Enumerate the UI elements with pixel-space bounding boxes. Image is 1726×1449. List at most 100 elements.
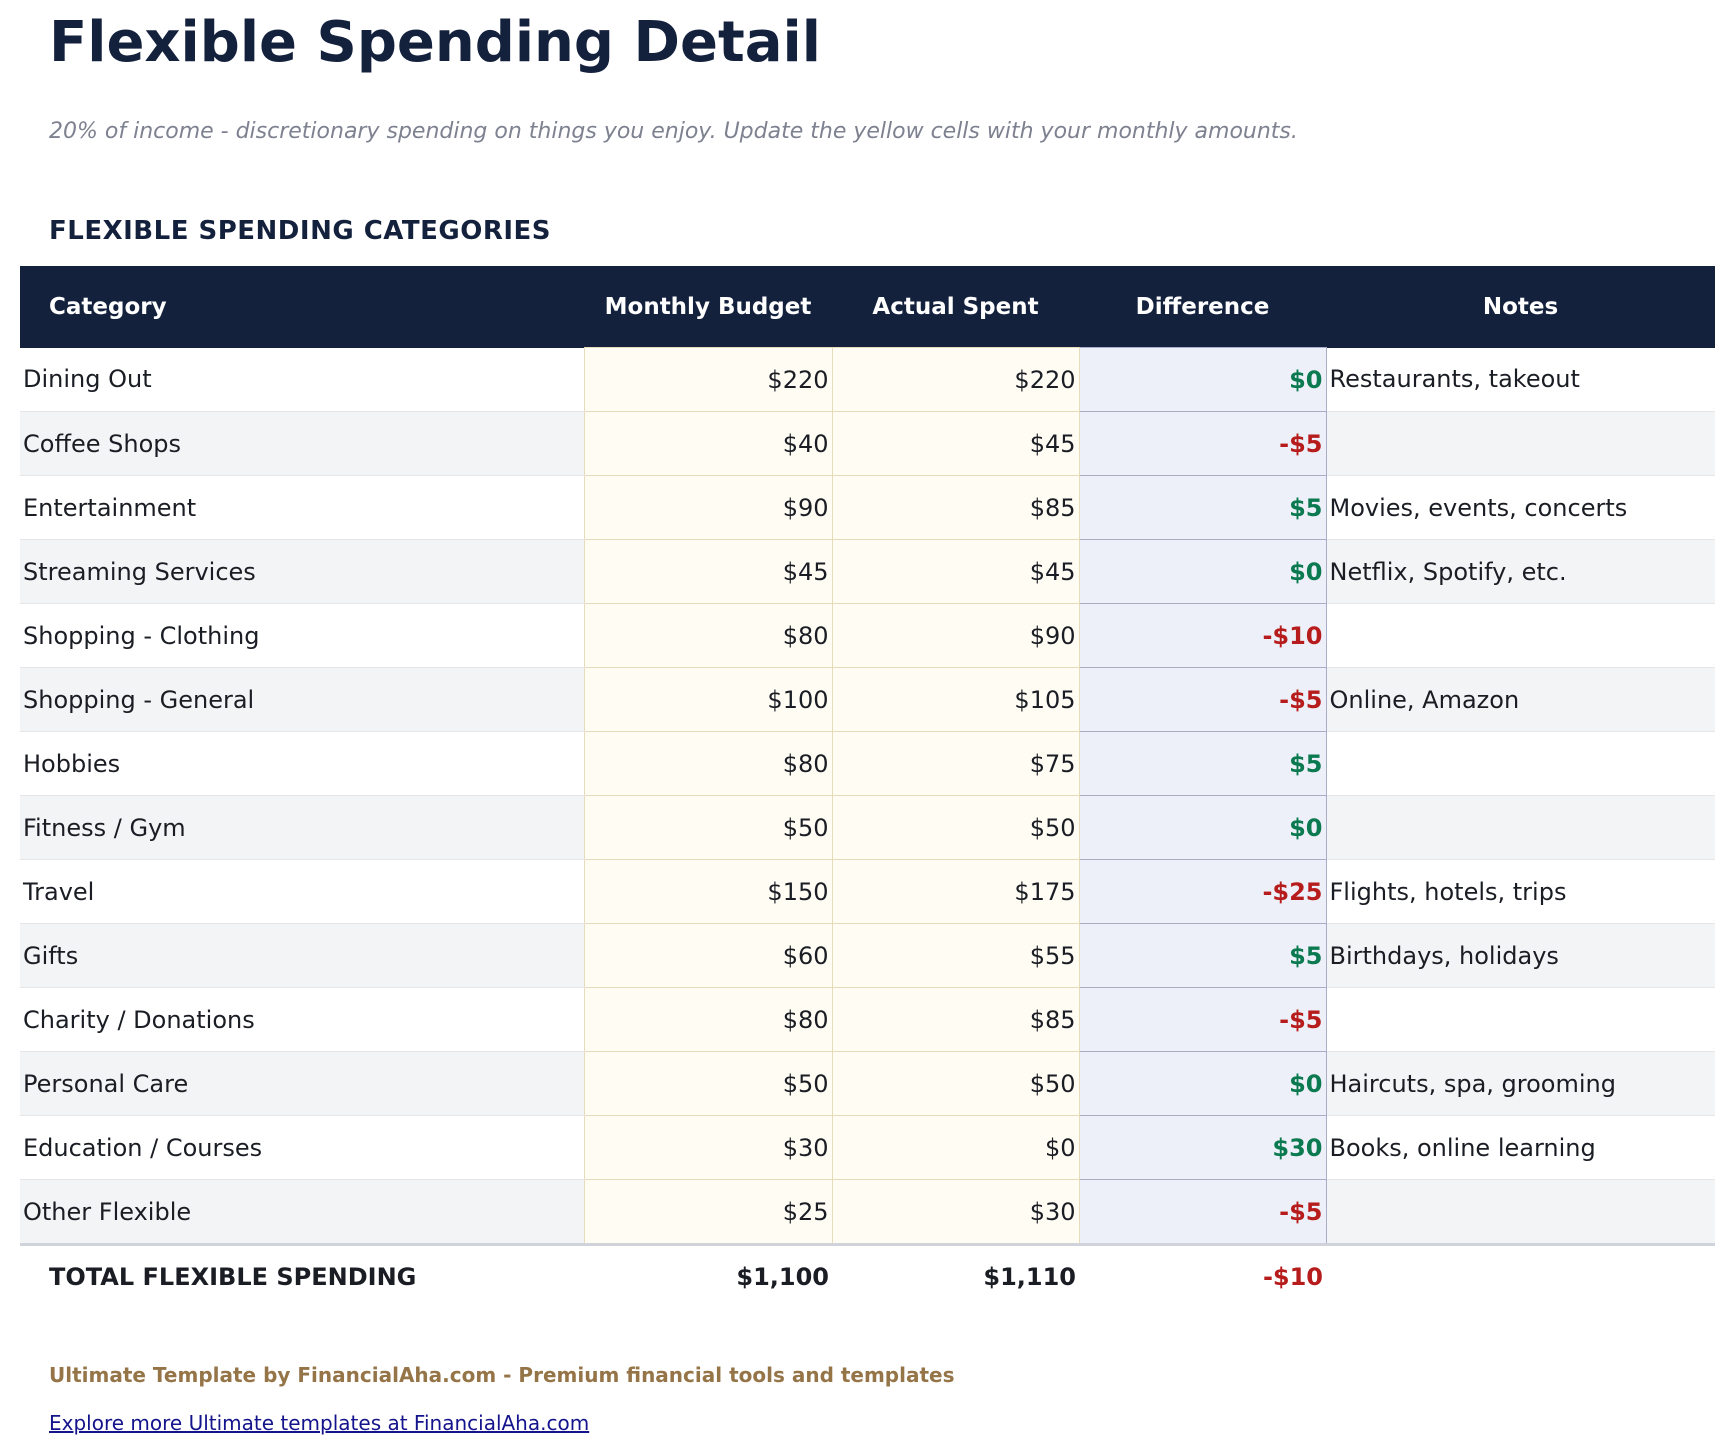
- notes-cell[interactable]: [1326, 603, 1715, 668]
- category-cell: Travel: [20, 859, 584, 924]
- difference-cell: -$5: [1078, 411, 1327, 476]
- category-cell: Charity / Donations: [20, 987, 584, 1052]
- actual-input-cell[interactable]: $105: [831, 667, 1080, 732]
- difference-cell: $0: [1078, 795, 1327, 860]
- budget-input-cell[interactable]: $25: [583, 1179, 833, 1245]
- table-row: Shopping - General $100 $105 -$5 Online, Ama…: [20, 667, 1715, 732]
- category-cell: Gifts: [20, 923, 584, 988]
- header-budget: Monthly Budget: [584, 266, 832, 348]
- notes-cell[interactable]: [1326, 795, 1715, 860]
- difference-cell: $30: [1078, 1115, 1327, 1180]
- budget-input-cell[interactable]: $100: [583, 667, 833, 732]
- header-category: Category: [20, 266, 584, 348]
- page-subtitle: 20% of income - discretionary spending o…: [49, 119, 1298, 144]
- category-cell: Fitness / Gym: [20, 795, 584, 860]
- spending-table: Category Monthly Budget Actual Spent Dif…: [20, 266, 1715, 1308]
- difference-cell: $5: [1078, 923, 1327, 988]
- actual-input-cell[interactable]: $45: [831, 539, 1080, 604]
- difference-cell: -$10: [1078, 603, 1327, 668]
- actual-input-cell[interactable]: $85: [831, 475, 1080, 540]
- actual-input-cell[interactable]: $90: [831, 603, 1080, 668]
- actual-input-cell[interactable]: $175: [831, 859, 1080, 924]
- total-budget: $1,100: [584, 1243, 832, 1308]
- header-notes: Notes: [1326, 266, 1715, 348]
- category-cell: Personal Care: [20, 1051, 584, 1116]
- page-title: Flexible Spending Detail: [49, 10, 821, 75]
- budget-input-cell[interactable]: $80: [583, 987, 833, 1052]
- notes-cell[interactable]: Movies, events, concerts: [1326, 475, 1715, 540]
- table-header-row: Category Monthly Budget Actual Spent Dif…: [20, 266, 1715, 348]
- notes-cell[interactable]: Books, online learning: [1326, 1115, 1715, 1180]
- actual-input-cell[interactable]: $0: [831, 1115, 1080, 1180]
- actual-input-cell[interactable]: $75: [831, 731, 1080, 796]
- notes-cell[interactable]: Restaurants, takeout: [1326, 347, 1715, 412]
- difference-cell: $0: [1078, 539, 1327, 604]
- table-row: Hobbies $80 $75 $5: [20, 731, 1715, 796]
- notes-cell[interactable]: Birthdays, holidays: [1326, 923, 1715, 988]
- category-cell: Hobbies: [20, 731, 584, 796]
- difference-cell: -$5: [1078, 987, 1327, 1052]
- notes-cell[interactable]: [1326, 411, 1715, 476]
- budget-input-cell[interactable]: $40: [583, 411, 833, 476]
- category-cell: Other Flexible: [20, 1179, 584, 1245]
- actual-input-cell[interactable]: $30: [831, 1179, 1080, 1245]
- notes-cell[interactable]: Flights, hotels, trips: [1326, 859, 1715, 924]
- notes-cell[interactable]: Netflix, Spotify, etc.: [1326, 539, 1715, 604]
- difference-cell: -$5: [1078, 1179, 1327, 1245]
- category-cell: Dining Out: [20, 347, 584, 412]
- total-difference: -$10: [1079, 1243, 1326, 1308]
- table-row: Entertainment $90 $85 $5 Movies, events, con…: [20, 475, 1715, 540]
- actual-input-cell[interactable]: $45: [831, 411, 1080, 476]
- difference-cell: $0: [1078, 347, 1327, 412]
- budget-input-cell[interactable]: $80: [583, 603, 833, 668]
- budget-input-cell[interactable]: $90: [583, 475, 833, 540]
- actual-input-cell[interactable]: $85: [831, 987, 1080, 1052]
- table-row: Education / Courses $30 $0 $30 Books, online…: [20, 1115, 1715, 1180]
- category-cell: Streaming Services: [20, 539, 584, 604]
- table-row: Dining Out $220 $220 $0 Restaurants, takeout: [20, 347, 1715, 412]
- notes-cell[interactable]: Haircuts, spa, grooming: [1326, 1051, 1715, 1116]
- notes-cell[interactable]: [1326, 731, 1715, 796]
- category-cell: Coffee Shops: [20, 411, 584, 476]
- table-row: Other Flexible $25 $30 -$5: [20, 1179, 1715, 1245]
- total-label: TOTAL FLEXIBLE SPENDING: [20, 1243, 584, 1308]
- budget-input-cell[interactable]: $45: [583, 539, 833, 604]
- budget-input-cell[interactable]: $50: [583, 795, 833, 860]
- table-row: Charity / Donations $80 $85 -$5: [20, 987, 1715, 1052]
- header-actual: Actual Spent: [832, 266, 1079, 348]
- section-title: FLEXIBLE SPENDING CATEGORIES: [49, 216, 552, 246]
- actual-input-cell[interactable]: $50: [831, 1051, 1080, 1116]
- notes-cell[interactable]: Online, Amazon: [1326, 667, 1715, 732]
- budget-input-cell[interactable]: $50: [583, 1051, 833, 1116]
- budget-input-cell[interactable]: $150: [583, 859, 833, 924]
- category-cell: Education / Courses: [20, 1115, 584, 1180]
- difference-cell: -$25: [1078, 859, 1327, 924]
- budget-input-cell[interactable]: $80: [583, 731, 833, 796]
- budget-input-cell[interactable]: $60: [583, 923, 833, 988]
- budget-input-cell[interactable]: $220: [583, 347, 833, 412]
- total-actual: $1,110: [832, 1243, 1079, 1308]
- category-cell: Shopping - Clothing: [20, 603, 584, 668]
- table-row: Travel $150 $175 -$25 Flights, hotels, trips: [20, 859, 1715, 924]
- table-row: Coffee Shops $40 $45 -$5: [20, 411, 1715, 476]
- notes-cell[interactable]: [1326, 987, 1715, 1052]
- category-cell: Entertainment: [20, 475, 584, 540]
- actual-input-cell[interactable]: $55: [831, 923, 1080, 988]
- total-row: TOTAL FLEXIBLE SPENDING $1,100 $1,110 -$…: [20, 1243, 1715, 1308]
- actual-input-cell[interactable]: $50: [831, 795, 1080, 860]
- notes-cell[interactable]: [1326, 1179, 1715, 1245]
- table-row: Gifts $60 $55 $5 Birthdays, holidays: [20, 923, 1715, 988]
- table-row: Fitness / Gym $50 $50 $0: [20, 795, 1715, 860]
- footer-link[interactable]: Explore more Ultimate templates at Finan…: [49, 1411, 590, 1435]
- table-row: Streaming Services $45 $45 $0 Netflix, Spoti…: [20, 539, 1715, 604]
- total-notes: [1326, 1243, 1715, 1308]
- table-row: Personal Care $50 $50 $0 Haircuts, spa, groo…: [20, 1051, 1715, 1116]
- difference-cell: -$5: [1078, 667, 1327, 732]
- header-difference: Difference: [1079, 266, 1326, 348]
- difference-cell: $5: [1078, 731, 1327, 796]
- budget-input-cell[interactable]: $30: [583, 1115, 833, 1180]
- category-cell: Shopping - General: [20, 667, 584, 732]
- actual-input-cell[interactable]: $220: [831, 347, 1080, 412]
- difference-cell: $5: [1078, 475, 1327, 540]
- difference-cell: $0: [1078, 1051, 1327, 1116]
